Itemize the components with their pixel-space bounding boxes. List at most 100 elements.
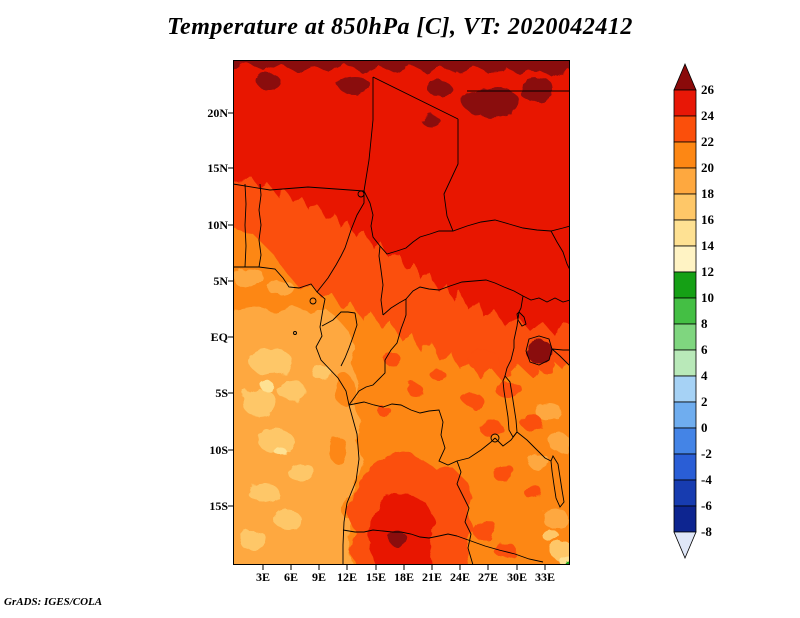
coastline (233, 266, 360, 565)
colorbar-label: 26 (701, 82, 714, 97)
fill-20-22-patch (329, 436, 347, 464)
lake-malawi (550, 455, 565, 508)
fill-over-26-lake-victoria (527, 340, 553, 364)
colorbar-cell (673, 115, 697, 143)
temperature-map (228, 60, 570, 570)
fill-over-26-blob (463, 86, 519, 118)
fill-16-18-patch (248, 482, 278, 502)
colorbar-label: 24 (701, 108, 714, 123)
colorbar-cell (673, 193, 697, 221)
colorbar-label: -6 (701, 498, 712, 513)
colorbar-cell (673, 89, 697, 117)
fill-24-26-south-core (369, 492, 435, 565)
fill-24-26-north (233, 60, 570, 334)
fill-22-24-speckle (467, 350, 499, 370)
fill-16-18-patch (311, 365, 331, 379)
lat-tick-label: 15S (209, 499, 228, 513)
colorbar (673, 62, 697, 560)
colorbar-label: -2 (701, 446, 712, 461)
border-east-africa (456, 230, 570, 462)
fill-over-26-blob (257, 74, 281, 90)
temp-fill-layer (233, 60, 570, 565)
colorbar-label: 14 (701, 238, 714, 253)
lat-tick-label: 20N (207, 106, 228, 120)
border-car-north (363, 190, 570, 255)
border-cameroon-east (378, 245, 384, 316)
colorbar-label: 16 (701, 212, 714, 227)
axis-ticks-bottom (262, 565, 546, 570)
border-zambezi (456, 535, 544, 563)
fill-16-18-patch (242, 388, 276, 416)
colorbar-label: 2 (701, 394, 708, 409)
fill-10-12-se (564, 560, 570, 565)
colorbar-arrow-bottom (673, 531, 697, 560)
fill-16-18-patch (288, 462, 314, 482)
border-nigeria-cameroon (316, 191, 365, 293)
lake-mweru (490, 433, 500, 443)
island-sao-tome (293, 331, 297, 335)
border-west-africa (233, 76, 459, 268)
colorbar-cell (673, 141, 697, 169)
colorbar-cell (673, 349, 697, 377)
fill-16-18-se (543, 530, 559, 542)
colorbar-cell (673, 505, 697, 533)
fill-22-24-speckle (407, 384, 423, 396)
colorbar-cell (673, 245, 697, 273)
fill-22-24-speckle (494, 542, 516, 558)
fill-18-20-east (548, 433, 570, 451)
fill-18-20-east (542, 508, 568, 528)
lake-chad (357, 190, 365, 198)
colorbar-label: 18 (701, 186, 714, 201)
colorbar-label: 22 (701, 134, 714, 149)
border-ubangi (382, 279, 524, 316)
border-angola-north-east (348, 401, 474, 565)
fill-14-16-patch (275, 448, 287, 456)
fill-16-18-patch (249, 349, 293, 375)
lon-tick-label: 12E (336, 570, 357, 584)
fill-over-26-top (233, 60, 570, 78)
plot-title: Temperature at 850hPa [C], VT: 202004241… (167, 14, 633, 40)
lon-tick-label: 6E (283, 570, 298, 584)
colorbar-label: 0 (701, 420, 708, 435)
fill-24-26-south-blob (391, 548, 427, 565)
colorbar-cell (673, 167, 697, 195)
fill-over-26-blob (519, 78, 555, 102)
axis-ticks-left (228, 112, 233, 507)
fill-22-24-speckle (376, 405, 390, 415)
fill-22-24-speckle (472, 520, 498, 540)
lon-tick-label: 24E (449, 570, 470, 584)
fill-over-26-blob (427, 80, 451, 96)
fill-16-18-patch (259, 430, 295, 454)
fill-16-18-patch (239, 530, 267, 550)
lon-tick-label: 18E (393, 570, 414, 584)
colorbar-cell (673, 479, 697, 507)
fill-over-26-blob (421, 114, 439, 126)
colorbar-label: 6 (701, 342, 708, 357)
lat-tick-label: 15N (207, 161, 228, 175)
lat-tick-label: 5N (213, 274, 228, 288)
lake-victoria (525, 335, 553, 366)
country-borders (233, 76, 570, 565)
colorbar-cell (673, 297, 697, 325)
fill-22-24-speckle (496, 381, 522, 399)
fill-over-26-blob (339, 77, 371, 95)
colorbar-cell (673, 323, 697, 351)
colorbar-label: 10 (701, 290, 714, 305)
fill-over-26-south-speck (388, 530, 406, 546)
border-angola-south (342, 529, 458, 539)
fill-22-24-speckle (520, 414, 542, 430)
colorbar-label: -8 (701, 524, 712, 539)
colorbar-label: 4 (701, 368, 708, 383)
fill-18-20-east (536, 403, 562, 421)
lon-tick-label: 15E (365, 570, 386, 584)
fill-18-20-coast (268, 280, 294, 296)
lon-tick-label: 30E (506, 570, 527, 584)
lon-tick-label: 3E (255, 570, 270, 584)
fill-18-20-east (528, 454, 550, 470)
fill-22-24-speckle (524, 485, 542, 499)
colorbar-cell (673, 375, 697, 403)
fill-22-24-speckle (491, 464, 515, 480)
attribution: GrADS: IGES/COLA (4, 596, 103, 608)
fill-22-24-speckle (463, 393, 483, 407)
border-gabon-congo (321, 299, 407, 406)
